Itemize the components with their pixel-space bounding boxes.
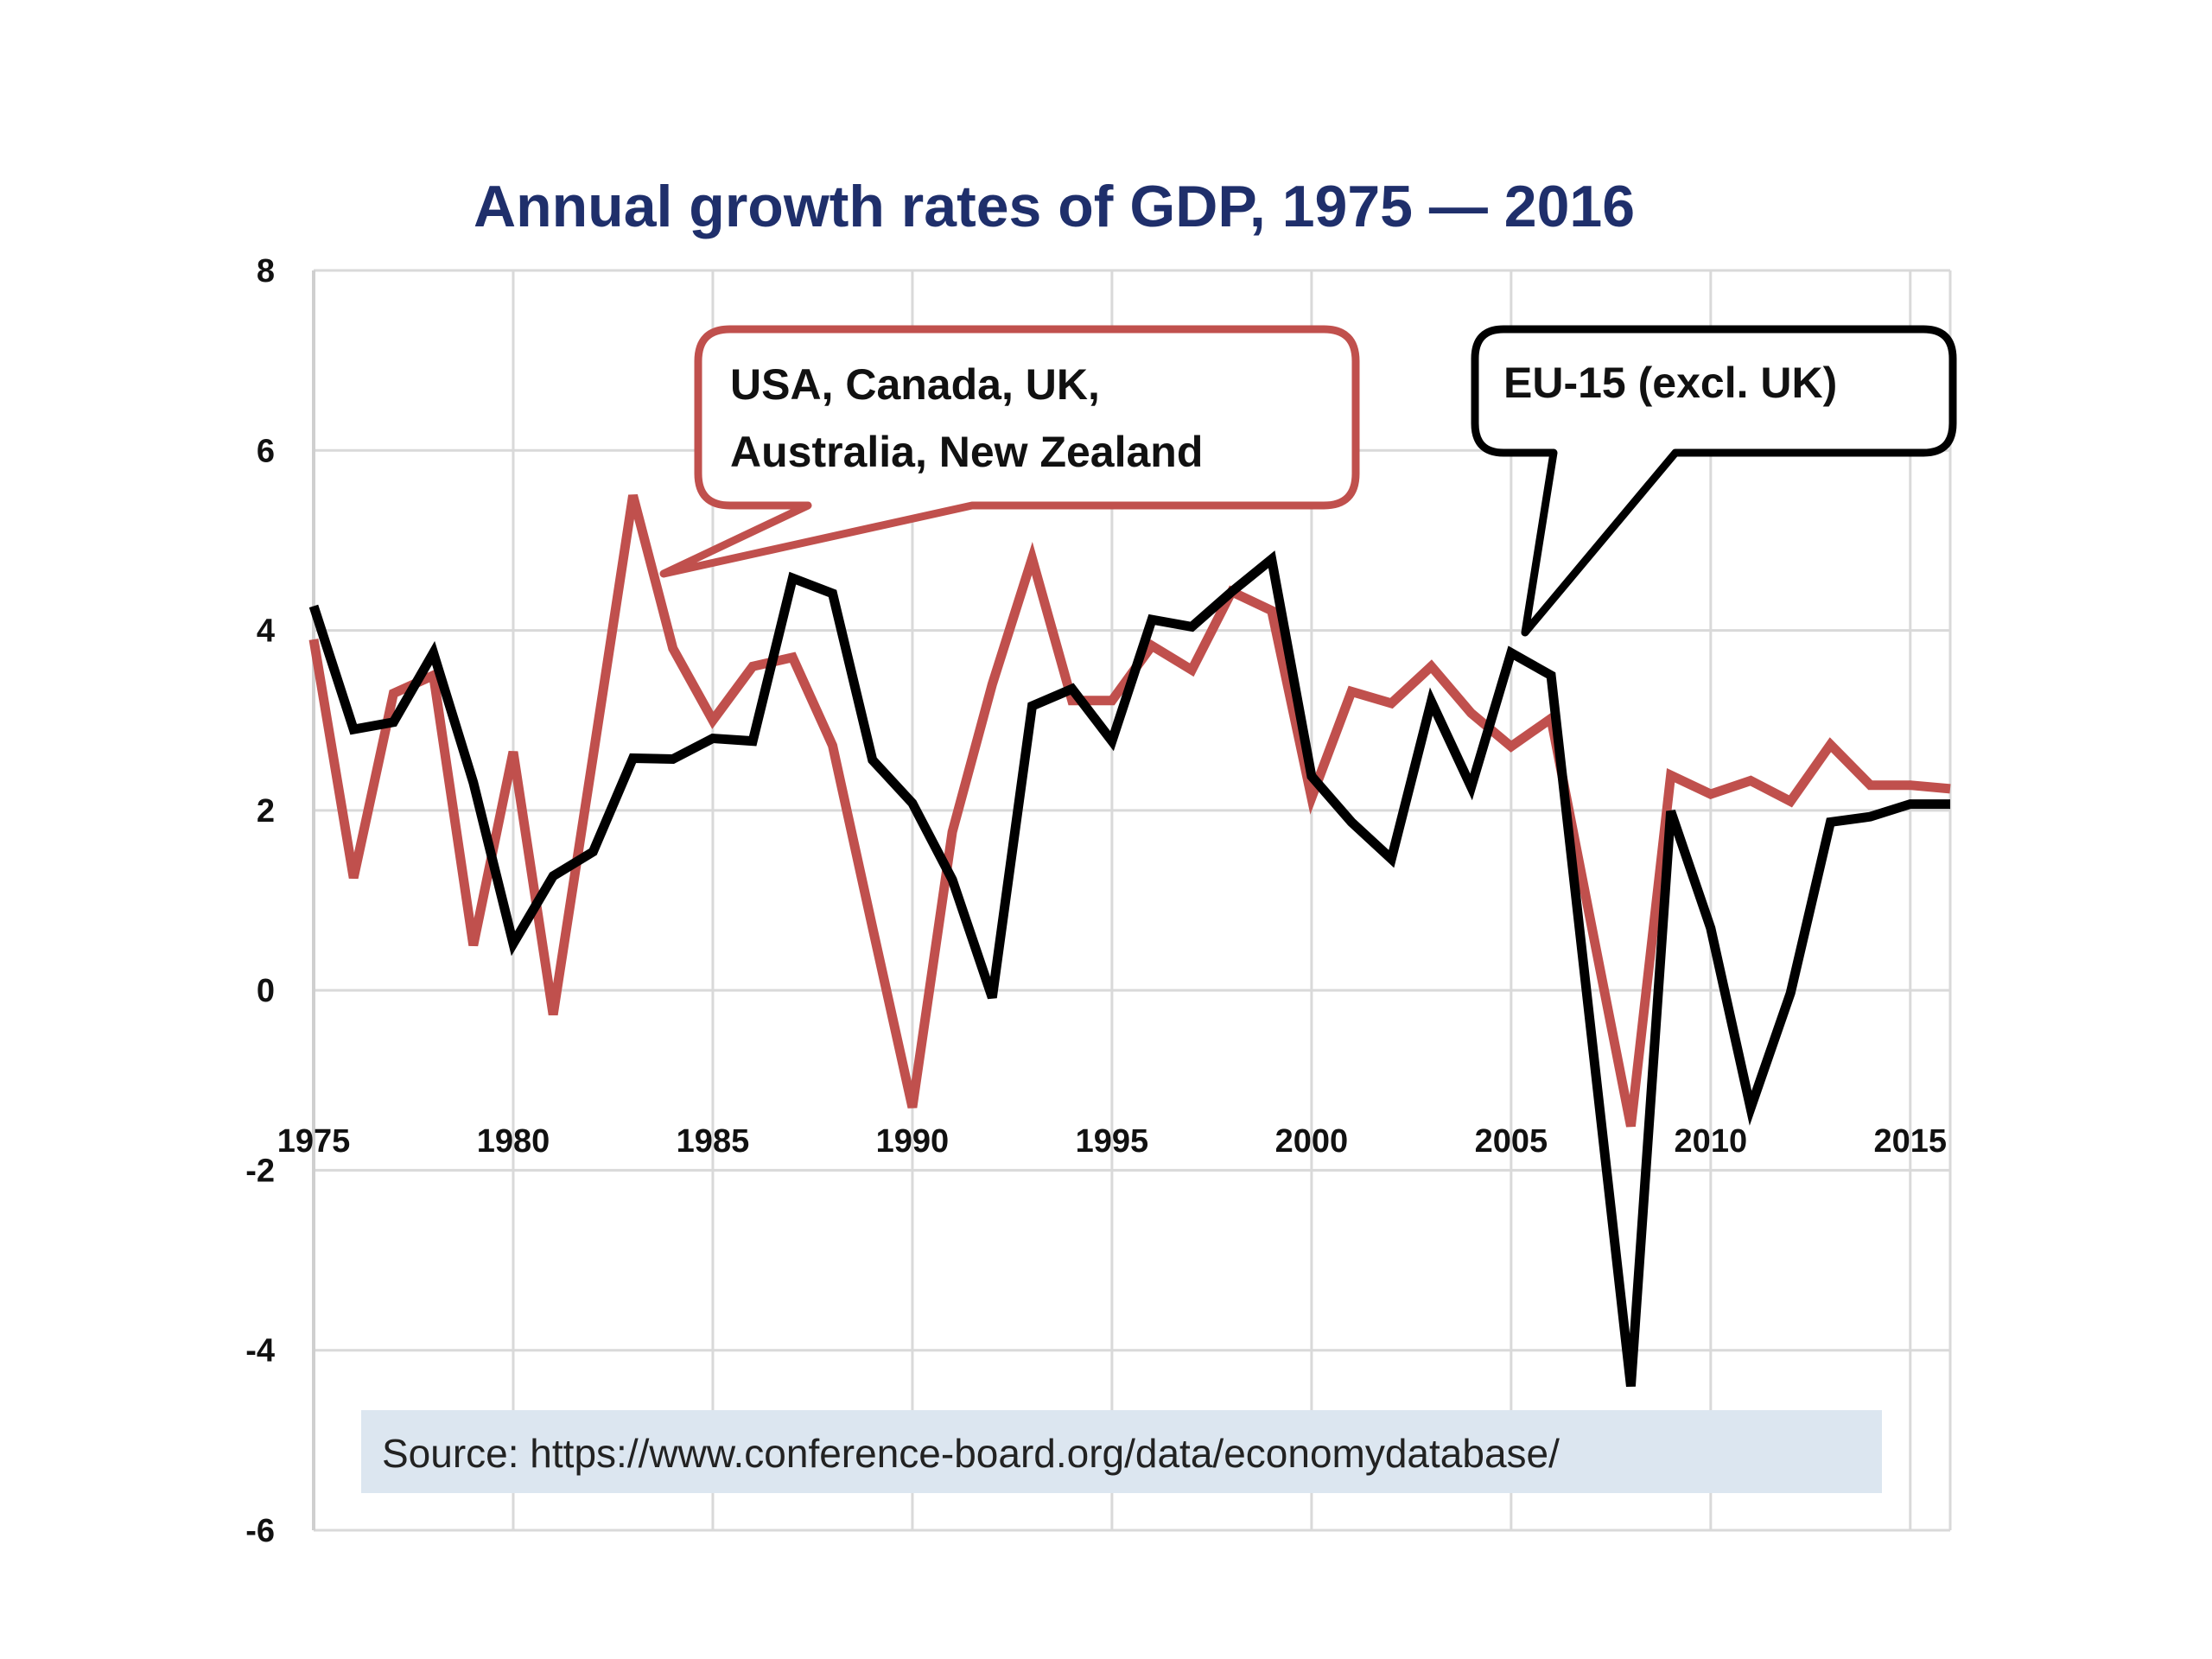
y-tick-label: 2 bbox=[257, 793, 275, 830]
x-tick-label: 2010 bbox=[1675, 1123, 1748, 1160]
y-tick-label: 4 bbox=[257, 613, 275, 650]
y-tick-label: 8 bbox=[257, 253, 275, 289]
callout-anglosphere-line-2: Australia, New Zealand bbox=[730, 428, 1203, 476]
y-tick-label: -6 bbox=[245, 1513, 275, 1549]
x-tick-label: 1985 bbox=[677, 1123, 750, 1160]
y-tick-label: -2 bbox=[245, 1153, 275, 1189]
series-line-eu15 bbox=[308, 550, 1950, 1387]
y-tick-label: 6 bbox=[257, 433, 275, 469]
x-tick-label: 2000 bbox=[1275, 1123, 1349, 1160]
callout-eu15: EU-15 (excl. UK) bbox=[1471, 325, 1957, 637]
y-tick-label: -4 bbox=[245, 1333, 275, 1370]
x-tick-label: 1995 bbox=[1076, 1123, 1149, 1160]
x-tick-label: 1990 bbox=[876, 1123, 950, 1160]
y-axis-ticks: 8 6 4 2 0 -2 -4 -6 bbox=[245, 253, 275, 1549]
source-text: Source: https://www.conference-board.org… bbox=[382, 1431, 1560, 1476]
callout-eu15-bubble bbox=[1471, 325, 1957, 637]
x-axis-ticks: 1975 1980 1985 1990 1995 2000 2005 2010 2015 bbox=[277, 1123, 1947, 1160]
source-banner bbox=[361, 1410, 1882, 1493]
y-tick-label: 0 bbox=[257, 973, 275, 1009]
callout-anglosphere-bubble bbox=[659, 325, 1360, 578]
callout-anglosphere: USA, Canada, UK, Australia, New Zealand bbox=[659, 325, 1360, 578]
x-tick-label: 1975 bbox=[277, 1123, 351, 1160]
x-tick-label: 2015 bbox=[1874, 1123, 1948, 1160]
chart-title: Annual growth rates of GDP, 1975 — 2016 bbox=[474, 174, 1635, 239]
callout-eu15-label: EU-15 (excl. UK) bbox=[1503, 359, 1837, 407]
x-tick-label: 1980 bbox=[477, 1123, 550, 1160]
x-tick-label: 2005 bbox=[1475, 1123, 1548, 1160]
series bbox=[308, 493, 1951, 1387]
callout-anglosphere-line-1: USA, Canada, UK, bbox=[730, 360, 1100, 409]
